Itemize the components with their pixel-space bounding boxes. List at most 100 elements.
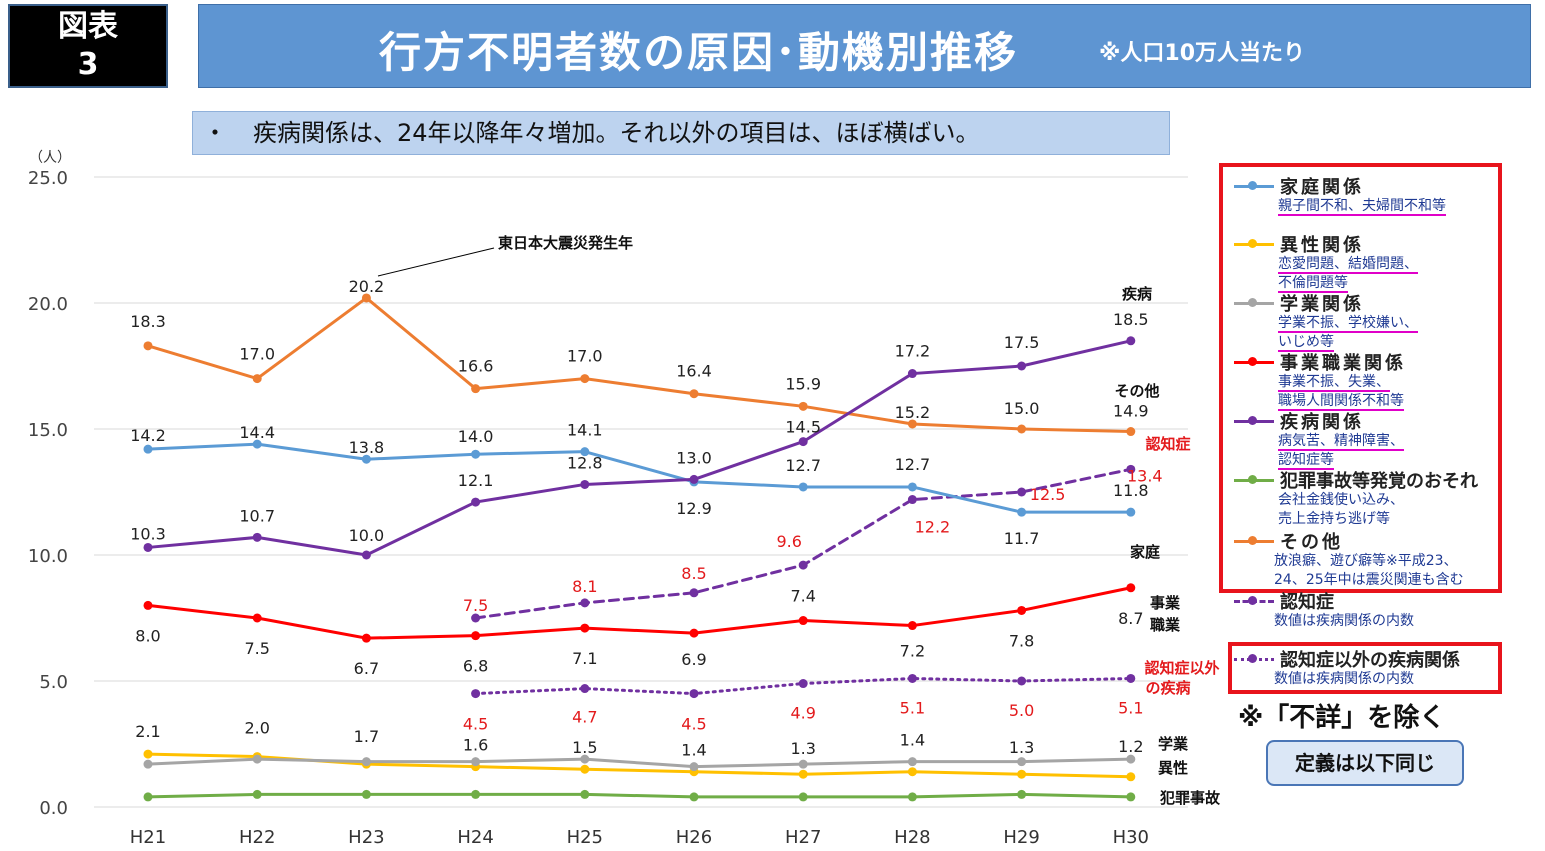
data-point-work (252, 613, 262, 623)
definition-button[interactable]: 定義は以下同じ (1266, 740, 1464, 786)
data-label-work: 6.9 (681, 650, 706, 669)
x-tick-label: H22 (239, 827, 275, 848)
data-point-dementia (580, 598, 590, 608)
legend-key: 認知症以外の疾病関係 (1230, 648, 1510, 671)
data-point-family (252, 439, 262, 449)
data-point-sex (1017, 769, 1027, 779)
legend-description: 放浪癖、遊び癖等※平成23、 (1274, 552, 1510, 571)
series-line-illness (146, 339, 1133, 557)
legend-key: 認知症 (1230, 590, 1510, 613)
data-label-other: 15.9 (785, 374, 821, 393)
data-point-crime (1017, 789, 1027, 799)
data-point-school (252, 754, 262, 764)
title-note: ※人口10万人当たり (1099, 41, 1306, 66)
series-end-label-work-2: 職業 (1150, 616, 1181, 634)
series-end-label-other: その他 (1114, 382, 1159, 400)
legend-description-text: 学業不振、学校嫌い、 (1278, 315, 1418, 333)
series-line-work (146, 586, 1133, 640)
data-label-illness: 12.1 (458, 471, 494, 490)
data-point-other (143, 341, 153, 351)
data-label-family: 12.9 (676, 499, 712, 518)
x-tick-label: H23 (348, 827, 384, 848)
x-tick-label: H29 (1003, 827, 1039, 848)
legend-label: その他 (1280, 532, 1343, 553)
data-point-family (907, 482, 917, 492)
data-point-crime (361, 789, 371, 799)
figure-number: 3 (77, 47, 99, 82)
data-label-family: 14.0 (458, 427, 494, 446)
footnote: ※「不詳」を除く (1238, 703, 1446, 733)
data-point-illness (689, 474, 699, 484)
data-point-non_dementia (798, 679, 808, 689)
legend-description: 売上金持ち逃げ等 (1278, 510, 1510, 529)
y-tick-label: 10.0 (28, 546, 68, 567)
series-line-school (146, 757, 1133, 769)
data-label-illness: 14.5 (785, 418, 821, 437)
data-label-non_dementia: 5.1 (1118, 698, 1143, 717)
data-label-sex: 1.3 (1009, 738, 1034, 757)
data-point-other (798, 401, 808, 411)
data-label-sex: 1.4 (681, 741, 706, 760)
data-label-other: 18.3 (130, 312, 166, 331)
legend-highlight-box-dementia (1228, 642, 1502, 694)
legend-item-other: その他 放浪癖、遊び癖等※平成23、 24、25年中は震災関連も含む (1230, 530, 1510, 590)
data-point-dementia (907, 495, 917, 505)
series-line-family (146, 442, 1133, 514)
data-label-other: 14.9 (1113, 402, 1149, 421)
data-label-non_dementia: 5.1 (900, 698, 925, 717)
legend-description: 不倫問題等 (1278, 274, 1510, 293)
data-label-work: 7.8 (1009, 631, 1034, 650)
data-point-family (580, 447, 590, 457)
legend-description: 親子間不和、夫婦間不和等 (1278, 197, 1510, 216)
data-label-non_dementia: 4.5 (463, 715, 488, 734)
data-point-work (907, 621, 917, 631)
x-tick-label: H21 (130, 827, 166, 848)
data-point-illness (471, 497, 481, 507)
legend-label: 犯罪事故等発覚のおそれ (1280, 471, 1478, 492)
legend-key: 学業関係 (1230, 292, 1510, 315)
data-label-illness: 18.5 (1113, 310, 1149, 329)
data-label-non_dementia: 4.7 (572, 708, 597, 727)
legend-description-text: 親子間不和、夫婦間不和等 (1278, 198, 1446, 216)
data-point-non_dementia (471, 689, 481, 699)
data-point-illness (1017, 361, 1027, 371)
data-point-crime (580, 789, 590, 799)
data-point-other (1017, 424, 1027, 434)
data-point-non_dementia (580, 684, 590, 694)
data-label-other: 20.2 (349, 277, 385, 296)
data-label-illness: 12.8 (567, 453, 603, 472)
legend-description: 恋愛問題、結婚問題、 (1278, 255, 1510, 274)
legend-key: 家庭関係 (1230, 175, 1510, 198)
legend-description-text: 放浪癖、遊び癖等※平成23、 (1274, 553, 1458, 569)
legend-item-school: 学業関係 学業不振、学校嫌い、 いじめ等 (1230, 292, 1510, 352)
data-point-work (689, 628, 699, 638)
data-label-dementia: 12.5 (1030, 485, 1066, 504)
data-point-illness (143, 542, 153, 552)
data-label-illness: 17.2 (895, 342, 931, 361)
legend-marker (1248, 654, 1257, 663)
legend-description: 職場人間関係不和等 (1278, 392, 1510, 411)
data-point-other (907, 419, 917, 429)
series-end-label-non-dementia-2: の疾病 (1145, 679, 1190, 697)
y-axis-unit: （人） (29, 150, 71, 166)
data-label-other: 17.0 (567, 347, 603, 366)
data-point-other (1126, 427, 1136, 437)
data-label-sex: 1.4 (900, 731, 925, 750)
legend-description-text: 不倫問題等 (1278, 275, 1348, 293)
x-tick-label: H24 (457, 827, 493, 848)
data-label-family: 14.1 (567, 421, 603, 440)
legend-key: その他 (1230, 530, 1510, 553)
legend-description: 認知症等 (1278, 451, 1510, 470)
data-point-crime (143, 792, 153, 802)
series-end-label-illness: 疾病 (1122, 285, 1152, 303)
data-point-sex (143, 749, 153, 759)
series-end-label-crime: 犯罪事故 (1159, 789, 1221, 807)
data-label-dementia: 9.6 (776, 532, 801, 551)
data-point-dementia (798, 560, 808, 570)
y-tick-label: 15.0 (28, 420, 68, 441)
data-point-illness (907, 369, 917, 379)
legend-description: 数値は疾病関係の内数 (1274, 612, 1510, 631)
legend-item-work: 事業職業関係 事業不振、失業、 職場人間関係不和等 (1230, 351, 1510, 411)
data-label-non_dementia: 5.0 (1009, 701, 1034, 720)
